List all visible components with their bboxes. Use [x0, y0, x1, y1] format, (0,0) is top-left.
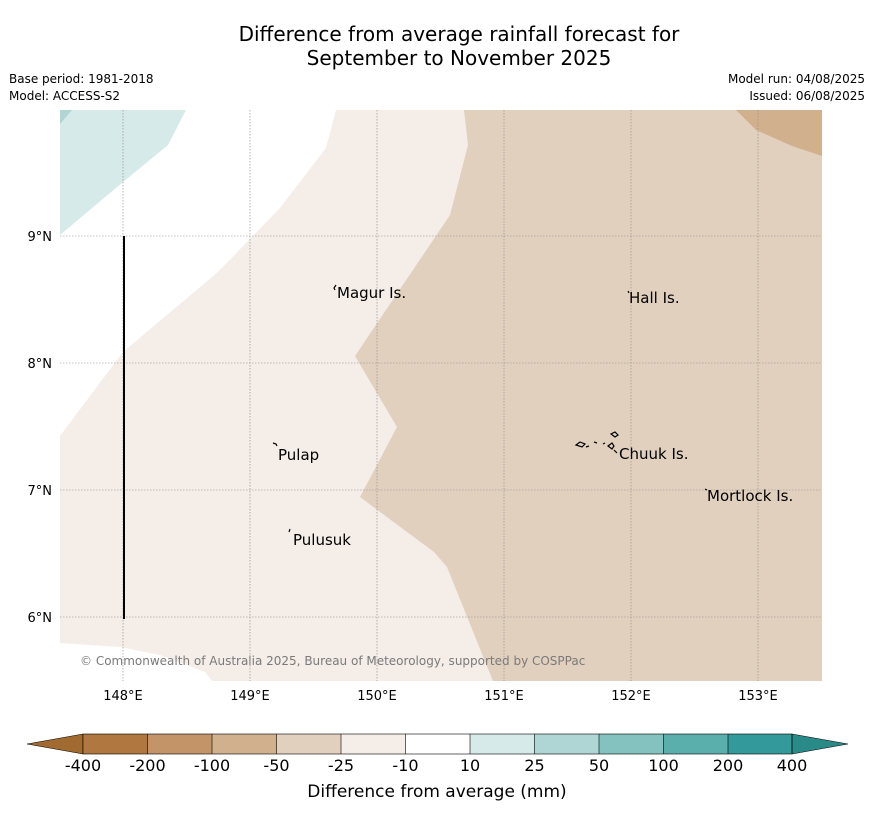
- lat-tick-8: 8°N: [28, 357, 53, 372]
- cb-label-7: 10: [460, 756, 480, 775]
- colorbar-bin-11: [728, 734, 792, 754]
- map-area: Magur Is. Hall Is. Pulap Chuuk Is. Mortl…: [60, 110, 822, 681]
- place-pulap: Pulap: [278, 446, 319, 464]
- colorbar-outline: [82, 733, 793, 755]
- place-pulusuk: Pulusuk: [293, 531, 351, 549]
- issued-text: Issued: 06/08/2025: [749, 89, 865, 103]
- colorbar-title: Difference from average (mm): [307, 782, 566, 802]
- copyright-text: © Commonwealth of Australia 2025, Bureau…: [80, 654, 585, 668]
- lon-tick-149: 149°E: [230, 689, 270, 704]
- cb-label-8: 25: [524, 756, 544, 775]
- lat-tick-7: 7°N: [28, 484, 53, 499]
- colorbar-under-arrow: [26, 733, 84, 755]
- cb-label-5: -25: [328, 756, 354, 775]
- title-line-2: September to November 2025: [306, 46, 612, 70]
- colorbar-bin-10: [663, 734, 729, 754]
- colorbar: -400 -200 -100 -50 -25 -10 10 25 50 100 …: [26, 733, 849, 802]
- cb-label-1: -400: [65, 756, 101, 775]
- colorbar-dividers: [147, 734, 729, 754]
- island-outlines: [272, 284, 708, 533]
- lat-tick-9: 9°N: [28, 230, 53, 245]
- colorbar-bin-7: [470, 734, 535, 754]
- cb-label-4: -50: [263, 756, 289, 775]
- colorbar-bin-5: [341, 734, 406, 754]
- cb-label-9: 50: [589, 756, 609, 775]
- colorbar-bin-8: [534, 734, 600, 754]
- colorbar-bin-6: [405, 734, 471, 754]
- fill-wet-25-to-50: [60, 110, 72, 124]
- lat-axis-labels: 9°N 8°N 7°N 6°N: [28, 230, 53, 626]
- place-labels: Magur Is. Hall Is. Pulap Chuuk Is. Mortl…: [278, 284, 793, 549]
- colorbar-bin-3: [212, 734, 277, 754]
- place-mortlock: Mortlock Is.: [707, 487, 793, 505]
- lon-tick-151: 151°E: [484, 689, 524, 704]
- colorbar-bin-1: [83, 734, 148, 754]
- model-run-text: Model run: 04/08/2025: [727, 72, 865, 86]
- cb-label-6: -10: [392, 756, 418, 775]
- base-period-text: Base period: 1981-2018: [9, 72, 154, 86]
- cb-label-2: -200: [129, 756, 165, 775]
- lon-tick-150: 150°E: [357, 689, 397, 704]
- model-text: Model: ACCESS-S2: [9, 89, 121, 103]
- lon-tick-148: 148°E: [103, 689, 143, 704]
- model-info: Base period: 1981-2018 Model: ACCESS-S2: [9, 71, 154, 105]
- fill-dry-100-to-50: [736, 110, 822, 156]
- place-magur: Magur Is.: [337, 284, 406, 302]
- colorbar-bin-2: [147, 734, 213, 754]
- lon-tick-153: 153°E: [738, 689, 778, 704]
- graticule: [60, 110, 822, 681]
- colorbar-bin-9: [599, 734, 664, 754]
- issue-info: Model run: 04/08/2025 Issued: 06/08/2025: [728, 71, 865, 105]
- place-hall: Hall Is.: [629, 289, 680, 307]
- colorbar-labels: -400 -200 -100 -50 -25 -10 10 25 50 100 …: [65, 756, 807, 775]
- cb-label-3: -100: [194, 756, 230, 775]
- lon-axis-labels: 148°E 149°E 150°E 151°E 152°E 153°E: [103, 689, 778, 704]
- fill-near-normal: [60, 110, 336, 436]
- cb-label-10: 100: [648, 756, 679, 775]
- title-line-1: Difference from average rainfall forecas…: [238, 22, 680, 46]
- fill-dry-50-to-25: [355, 110, 822, 681]
- lon-tick-152: 152°E: [611, 689, 651, 704]
- cb-label-12: 400: [777, 756, 808, 775]
- colorbar-over-arrow: [791, 733, 849, 755]
- place-chuuk: Chuuk Is.: [619, 445, 688, 463]
- map-title: Difference from average rainfall forecas…: [0, 22, 873, 70]
- lat-tick-6: 6°N: [28, 611, 53, 626]
- colorbar-bin-4: [276, 734, 342, 754]
- fill-near-normal-south: [60, 643, 212, 681]
- cb-label-11: 200: [713, 756, 744, 775]
- fill-wet-10-to-25: [60, 110, 186, 235]
